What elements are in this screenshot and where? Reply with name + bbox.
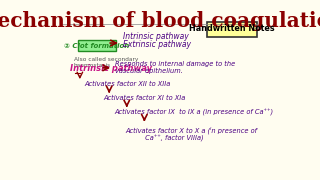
Text: Activates factor X to X a (ᴵn presence of
         Ca⁺⁺, factor VIIIa): Activates factor X to X a (ᴵn presence o…: [126, 126, 258, 142]
Text: ② Clot formation: ② Clot formation: [64, 43, 129, 49]
Text: Handwritten Notes: Handwritten Notes: [188, 24, 274, 33]
Text: Intrinsic pathway: Intrinsic pathway: [70, 64, 152, 73]
Text: Mechanism of blood coagulation: Mechanism of blood coagulation: [0, 11, 320, 31]
Text: Activates factor IX  to IX a (in presence of Ca⁺⁺): Activates factor IX to IX a (in presence…: [114, 109, 273, 116]
Text: Intrinsic pathway: Intrinsic pathway: [123, 32, 188, 41]
Text: Activates factor XII to XIIa: Activates factor XII to XIIa: [85, 81, 171, 87]
FancyBboxPatch shape: [207, 22, 257, 37]
Text: Responds to internal damage to the
vascular epithelium.: Responds to internal damage to the vascu…: [115, 61, 235, 75]
Text: Also called secondary
haemostasis: Also called secondary haemostasis: [74, 57, 138, 68]
FancyBboxPatch shape: [78, 40, 116, 51]
Text: Activates factor XI to XIa: Activates factor XI to XIa: [103, 95, 186, 101]
Text: Extrinsic pathway: Extrinsic pathway: [123, 40, 191, 49]
